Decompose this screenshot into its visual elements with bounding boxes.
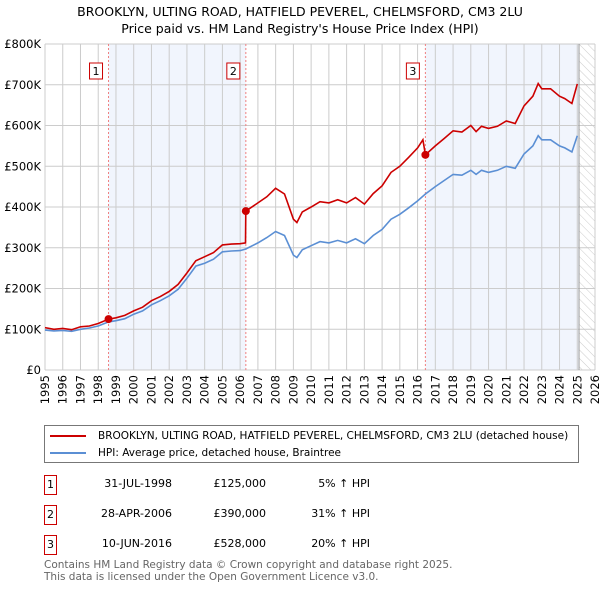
sale-1-label: 1 [93,65,100,78]
x-tick-label: 2005 [215,375,229,404]
x-tick-label: 2017 [428,375,442,404]
sale-number-box: 1 [44,475,57,495]
legend: BROOKLYN, ULTING ROAD, HATFIELD PEVEREL,… [44,425,579,463]
x-tick-label: 2021 [499,375,513,404]
x-tick-label: 2011 [322,375,336,404]
y-tick-label: £700K [4,78,41,92]
y-tick-label: £300K [4,241,41,255]
x-tick-label: 2012 [340,375,354,404]
property-price-line [44,81,579,331]
sale-price: £390,000 [213,507,267,520]
x-tick-label: 2023 [535,375,549,404]
x-tick-label: 1996 [56,375,70,404]
sale-3-label: 3 [409,65,416,78]
x-tick-label: 2019 [464,375,478,404]
sale-number-box: 2 [44,505,57,525]
y-tick-label: £500K [4,159,41,173]
legend-item-property: BROOKLYN, ULTING ROAD, HATFIELD PEVEREL,… [45,428,568,444]
x-tick-label: 2015 [393,375,407,404]
blue-line-swatch [50,452,86,454]
x-tick-label: 2007 [251,375,265,404]
x-tick-label: 2004 [198,375,212,404]
x-tick-label: 1998 [91,375,105,404]
sale-2-label-box [226,62,241,80]
x-tick-label: 2013 [357,375,371,404]
sale-2-label: 2 [230,65,237,78]
y-tick-label: £0 [26,363,41,377]
x-tick-label: 2000 [127,375,141,404]
legend-item-hpi: HPI: Average price, detached house, Brai… [45,445,341,461]
sale-row: 2 28-APR-2006 £390,000 31% ↑ HPI [44,505,384,525]
x-tick-label: 2016 [411,375,425,404]
legend-label: HPI: Average price, detached house, Brai… [98,447,342,459]
sale-date: 10-JUN-2016 [101,537,172,550]
y-tick-label: £200K [4,282,41,296]
x-tick-label: 2024 [553,375,567,404]
hpi-line [44,134,579,333]
sale-row: 1 31-JUL-1998 £125,000 5% ↑ HPI [44,475,384,495]
x-tick-label: 2003 [180,375,194,404]
price-chart: 1995 1996 1997 1998 1999 2000 2001 2002 2003 2004… [4,37,600,404]
x-tick-label: 2002 [162,375,176,404]
sale-price: £528,000 [213,537,267,550]
chart-title: BROOKLYN, ULTING ROAD, HATFIELD PEVEREL,… [77,4,523,19]
sale-3-point [421,150,430,159]
red-line-swatch [50,435,86,437]
x-tick-label: 2018 [446,375,460,404]
sale-price: £125,000 [213,477,267,490]
chart-subtitle: Price paid vs. HM Land Registry's House … [121,21,479,36]
sale-date: 28-APR-2006 [100,507,172,520]
footer-licence: This data is licensed under the Open Gov… [44,571,379,583]
sale-1-point [104,315,113,324]
x-tick-label: 2026 [588,375,600,404]
x-tick-label: 1999 [109,375,123,404]
sale-row: 3 10-JUN-2016 £528,000 20% ↑ HPI [44,535,384,555]
sale-hpi-change: 5% ↑ HPI [318,477,370,490]
sale-hpi-change: 20% ↑ HPI [311,537,370,550]
y-tick-label: £400K [4,200,41,214]
y-tick-label: £800K [4,37,41,51]
legend-label: BROOKLYN, ULTING ROAD, HATFIELD PEVEREL,… [98,430,569,442]
y-tick-label: £600K [4,119,41,133]
x-tick-label: 2009 [286,375,300,404]
x-tick-label: 1995 [38,375,52,404]
footer-copyright: Contains HM Land Registry data © Crown c… [44,559,453,571]
x-tick-label: 2025 [570,375,584,404]
sale-1-label-box [89,62,104,80]
x-tick-label: 2001 [144,375,158,404]
x-tick-label: 2014 [375,375,389,404]
x-tick-label: 2006 [233,375,247,404]
sale-3-label-box [405,62,420,80]
y-tick-label: £100K [4,322,41,336]
x-tick-label: 2010 [304,375,318,404]
sale-number-box: 3 [44,535,57,555]
x-tick-label: 1997 [73,375,87,404]
x-tick-label: 2020 [482,375,496,404]
sale-2-point [241,207,250,216]
sale-date: 31-JUL-1998 [104,477,172,490]
x-tick-label: 2008 [269,375,283,404]
x-tick-label: 2022 [517,375,531,404]
sale-hpi-change: 31% ↑ HPI [311,507,370,520]
